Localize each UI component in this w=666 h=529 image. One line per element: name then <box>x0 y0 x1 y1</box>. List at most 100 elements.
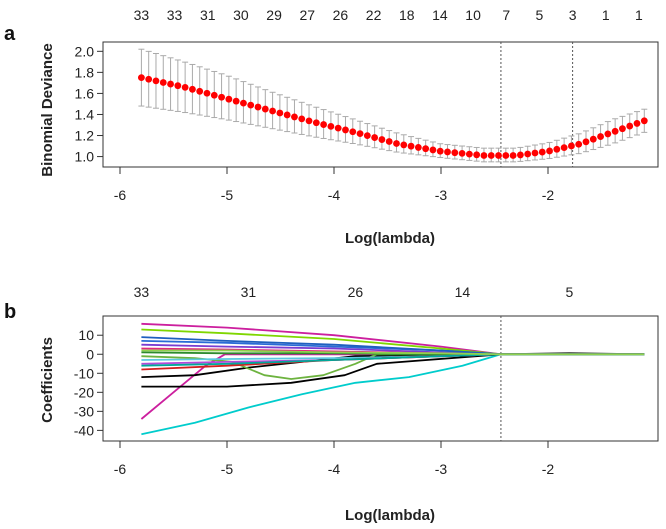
panel-a-top-label: 29 <box>266 7 282 23</box>
panel-a-point <box>451 149 459 157</box>
panel-a-point <box>553 145 561 153</box>
panel-a-x-axis: -6 -5 -4 -3 -2 <box>114 167 555 203</box>
panel-a-point <box>604 130 612 138</box>
panel-b-x-axis: -6 -5 -4 -3 -2 <box>114 441 555 477</box>
panel-b-coefficient-line <box>141 353 645 436</box>
panel-a-y-axis: 1.0 1.2 1.4 1.6 1.8 2.0 <box>75 43 103 165</box>
panel-a-point <box>232 97 240 105</box>
panel-a-y-tick-label: 1.6 <box>75 85 95 101</box>
panel-a: a 33 33 31 30 29 27 26 22 18 14 10 7 5 3 1 1 1.01.21.41… <box>4 7 659 247</box>
panel-a-point <box>298 115 306 123</box>
panel-a-point <box>327 122 335 130</box>
panel-a-point <box>342 126 349 134</box>
panel-a-point <box>247 101 255 109</box>
panel-a-point <box>240 99 247 107</box>
panel-a-y-tick-label: 1.4 <box>75 106 95 122</box>
panel-a-point <box>524 150 532 158</box>
panel-a-top-label: 14 <box>432 7 448 23</box>
panel-a-point <box>218 93 225 101</box>
panel-a-point <box>640 117 648 125</box>
panel-a-point <box>516 151 524 159</box>
panel-b-plot-frame <box>102 315 659 442</box>
panel-b-x-tick-label: -2 <box>542 461 555 477</box>
panel-b-y-tick-label: -40 <box>74 422 94 438</box>
panel-a-top-label: 3 <box>569 7 577 23</box>
panel-a-point <box>261 105 269 113</box>
panel-a-point <box>174 82 182 90</box>
panel-a-x-tick-label: -2 <box>542 187 555 203</box>
panel-a-point <box>145 75 153 83</box>
panel-b-y-axis: -40 -30 -20 -10 0 10 <box>74 327 103 438</box>
panel-a-top-label: 31 <box>200 7 216 23</box>
panel-a-point <box>254 103 262 111</box>
panel-b-x-tick-label: -5 <box>221 461 234 477</box>
panel-a-top-label: 22 <box>366 7 382 23</box>
panel-a-point <box>320 121 328 128</box>
panel-b-top-label: 5 <box>566 284 574 300</box>
panel-a-point <box>487 152 495 159</box>
panel-a-plot-frame <box>102 41 659 168</box>
panel-a-top-axis: 33 33 31 30 29 27 26 22 18 14 10 7 5 3 1 1 <box>134 7 643 23</box>
panel-a-x-tick-label: -3 <box>435 187 448 203</box>
panel-a-x-tick-label: -6 <box>114 187 127 203</box>
panel-a-point <box>269 107 276 115</box>
panel-b-top-axis: 33 31 26 14 5 <box>134 284 574 300</box>
panel-a-point <box>465 150 473 158</box>
panel-a-point <box>422 145 430 153</box>
panel-a-top-label: 7 <box>502 7 510 23</box>
panel-a-point <box>283 111 291 119</box>
panel-a-point <box>560 144 568 152</box>
panel-a-point <box>444 148 451 156</box>
panel-a-point <box>159 79 167 86</box>
panel-b: b 33 31 26 14 5 -40 -30 -20 -10 0 10 -6 -5 -4 -3 -2 L… <box>4 284 659 524</box>
panel-a-point <box>393 140 400 147</box>
panel-a-point <box>414 144 422 151</box>
panel-a-point <box>138 74 145 82</box>
panel-b-top-label: 33 <box>134 284 150 300</box>
panel-a-point <box>509 152 517 159</box>
panel-a-point <box>312 119 320 127</box>
panel-b-coefficient-paths <box>140 322 645 436</box>
panel-a-point <box>495 152 502 159</box>
panel-a-point <box>305 117 313 125</box>
panel-b-y-tick-label: -20 <box>74 384 94 400</box>
panel-a-point <box>225 95 233 103</box>
panel-b-x-title: Log(lambda) <box>345 507 435 524</box>
panel-a-point <box>356 130 364 138</box>
panel-b-letter: b <box>4 301 16 323</box>
panel-a-top-label: 18 <box>399 7 415 23</box>
panel-a-point <box>276 109 284 117</box>
panel-a-point <box>619 125 626 133</box>
panel-a-point <box>568 142 575 150</box>
panel-a-top-label: 26 <box>333 7 349 23</box>
panel-a-letter: a <box>4 23 16 45</box>
panel-a-x-tick-label: -4 <box>328 187 341 203</box>
panel-a-point <box>575 140 583 148</box>
panel-a-point <box>385 138 393 145</box>
panel-a-point <box>196 87 204 95</box>
panel-a-point <box>167 80 174 88</box>
panel-a-point <box>349 128 357 136</box>
panel-a-point <box>407 142 415 150</box>
panel-a-top-label: 5 <box>536 7 544 23</box>
panel-b-y-tick-label: 10 <box>78 327 94 343</box>
panel-a-point <box>633 120 641 127</box>
panel-a-point <box>189 85 196 93</box>
panel-a-x-title: Log(lambda) <box>345 230 435 247</box>
panel-a-y-tick-label: 2.0 <box>75 43 95 59</box>
panel-a-top-label: 33 <box>134 7 150 23</box>
panel-a-point <box>538 148 546 156</box>
panel-a-points <box>138 74 648 159</box>
panel-b-x-tick-label: -4 <box>328 461 341 477</box>
panel-a-point <box>473 151 481 159</box>
panel-a-point <box>210 91 218 99</box>
panel-b-y-title: Coefficients <box>39 337 56 423</box>
panel-a-point <box>152 77 160 85</box>
panel-a-top-label: 1 <box>602 7 610 23</box>
panel-a-top-label: 33 <box>167 7 183 23</box>
panel-a-top-label: 1 <box>635 7 643 23</box>
panel-a-point <box>291 113 298 121</box>
panel-a-point <box>181 83 189 91</box>
panel-a-point <box>502 152 510 159</box>
panel-a-point <box>582 138 590 146</box>
